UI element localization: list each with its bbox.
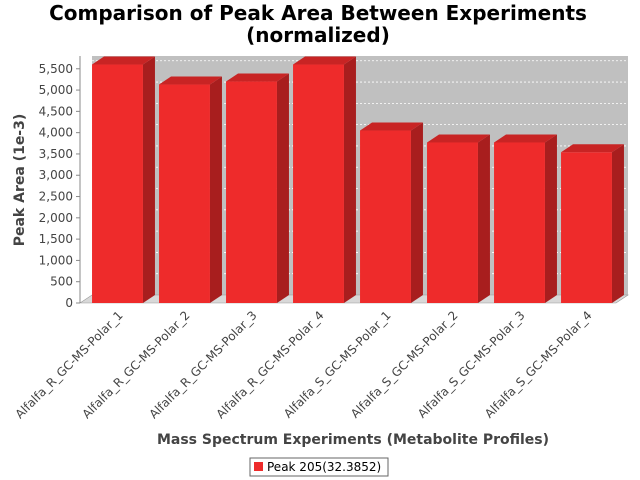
chart-title-line2: (normalized) bbox=[246, 23, 390, 47]
bar bbox=[92, 56, 155, 303]
bar-top bbox=[293, 56, 356, 65]
y-tick-label: 5,500 bbox=[39, 62, 73, 76]
bar-side bbox=[209, 76, 222, 303]
x-tick-label: Alfalfa_S_GC-MS-Polar_2 bbox=[348, 308, 461, 421]
bar-side bbox=[276, 73, 289, 303]
y-tick-label: 1,500 bbox=[39, 232, 73, 246]
bar-side bbox=[477, 134, 490, 303]
y-tick-label: 0 bbox=[65, 296, 73, 310]
bar-front bbox=[561, 152, 612, 303]
bar-front bbox=[360, 130, 411, 303]
bar bbox=[293, 56, 356, 303]
bar bbox=[360, 122, 423, 303]
bar-front bbox=[159, 84, 210, 303]
bar-front bbox=[494, 142, 545, 303]
bar-top bbox=[427, 134, 490, 143]
bar-top bbox=[226, 73, 289, 82]
x-tick-label: Alfalfa_R_GC-MS-Polar_2 bbox=[79, 308, 192, 421]
x-axis-tick-labels: Alfalfa_R_GC-MS-Polar_1Alfalfa_R_GC-MS-P… bbox=[12, 308, 594, 421]
legend: Peak 205(32.3852) bbox=[249, 457, 389, 477]
bar bbox=[561, 144, 624, 303]
bar-top bbox=[561, 144, 624, 153]
bar-side bbox=[611, 144, 624, 303]
bar-side bbox=[410, 122, 423, 303]
x-tick-label: Alfalfa_S_GC-MS-Polar_3 bbox=[415, 308, 528, 421]
bars bbox=[92, 56, 624, 303]
bar-top bbox=[92, 56, 155, 65]
bar-top bbox=[360, 122, 423, 131]
bar-front bbox=[226, 81, 277, 303]
x-axis-label: Mass Spectrum Experiments (Metabolite Pr… bbox=[157, 432, 549, 448]
bar-top bbox=[159, 76, 222, 85]
y-tick-label: 2,500 bbox=[39, 190, 73, 204]
bar bbox=[226, 73, 289, 303]
y-tick-label: 3,500 bbox=[39, 147, 73, 161]
x-tick-label: Alfalfa_R_GC-MS-Polar_3 bbox=[146, 308, 259, 421]
legend-swatch bbox=[254, 462, 263, 471]
bar bbox=[427, 134, 490, 303]
bar-side bbox=[142, 56, 155, 303]
x-tick-label: Alfalfa_R_GC-MS-Polar_4 bbox=[213, 308, 326, 421]
legend-label: Peak 205(32.3852) bbox=[267, 460, 381, 474]
legend-box bbox=[249, 457, 389, 477]
y-tick-label: 500 bbox=[50, 275, 73, 289]
y-axis-label: Peak Area (1e-3) bbox=[12, 114, 28, 247]
bar-side bbox=[544, 134, 557, 303]
y-tick-label: 1,000 bbox=[39, 253, 73, 267]
y-tick-label: 4,000 bbox=[39, 126, 73, 140]
bar-top bbox=[494, 134, 557, 143]
y-tick-label: 4,500 bbox=[39, 104, 73, 118]
y-tick-label: 2,000 bbox=[39, 211, 73, 225]
x-tick-label: Alfalfa_R_GC-MS-Polar_1 bbox=[12, 308, 125, 421]
bar-front bbox=[293, 64, 344, 303]
bar-side bbox=[343, 56, 356, 303]
x-tick-label: Alfalfa_S_GC-MS-Polar_1 bbox=[281, 308, 394, 421]
bar-front bbox=[427, 142, 478, 303]
y-tick-label: 3,000 bbox=[39, 168, 73, 182]
bar-front bbox=[92, 64, 143, 303]
y-tick-label: 5,000 bbox=[39, 83, 73, 97]
chart-title-line1: Comparison of Peak Area Between Experime… bbox=[49, 1, 587, 25]
bar bbox=[159, 76, 222, 303]
y-axis: 0 500 1,000 1,500 2,000 2,500 3,000 3,500 4,000 4… bbox=[39, 56, 81, 310]
x-tick-label: Alfalfa_S_GC-MS-Polar_4 bbox=[482, 308, 595, 421]
bar bbox=[494, 134, 557, 303]
